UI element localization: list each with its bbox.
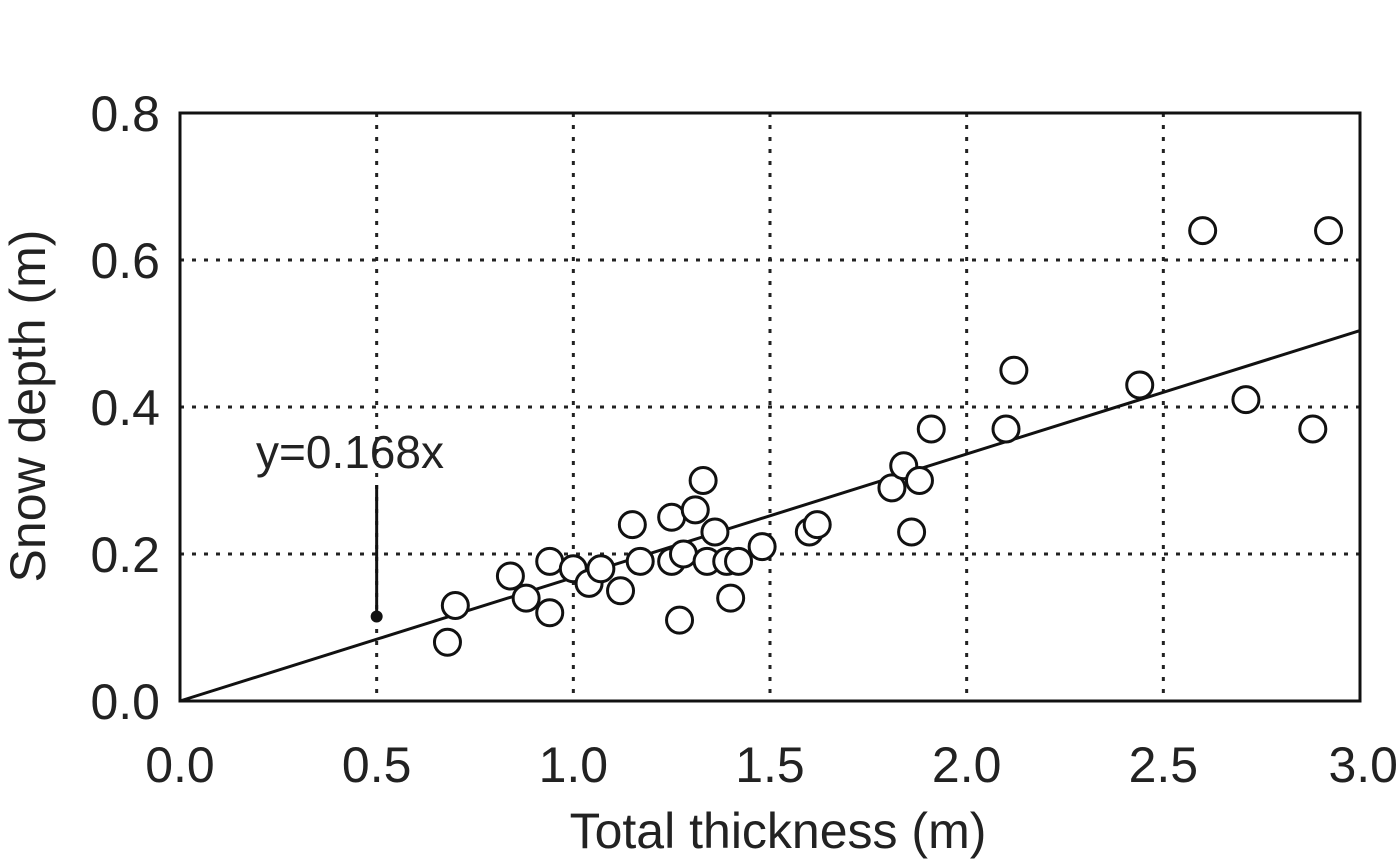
data-point [1314,216,1344,246]
data-point [877,473,907,503]
y-tick-label: 0.4 [90,380,160,436]
data-point [904,466,934,495]
data-point [668,539,698,569]
data-point [1125,370,1155,400]
data-point [440,590,470,620]
data-point [1188,216,1218,246]
x-tick-labels: 0.0 0.5 1.0 1.5 2.0 2.5 3.0 [145,737,1398,793]
data-point [535,598,565,628]
data-point [680,495,710,525]
grid-lines [180,113,1360,701]
data-point [688,466,718,495]
data-points [432,216,1344,657]
y-tick-label: 0.2 [90,527,160,583]
x-tick-label: 2.0 [932,737,1002,793]
data-point [991,414,1021,444]
data-point [1298,414,1328,444]
data-point [606,576,636,606]
fit-annotation: y=0.168x [256,426,444,623]
data-point [511,583,541,613]
x-tick-label: 3.0 [1328,737,1398,793]
y-axis-title: Snow depth (m) [0,230,56,583]
data-point [700,517,730,547]
data-point [999,355,1029,385]
data-point [432,627,462,657]
x-tick-label: 0.0 [145,737,215,793]
data-point [665,605,695,635]
data-point [535,546,565,576]
y-tick-label: 0.6 [90,233,160,289]
data-point [897,517,927,547]
data-point [617,510,647,540]
y-tick-labels: 0.0 0.2 0.4 0.6 0.8 [90,86,160,730]
data-point [586,554,616,584]
annotation-pointer-dot [370,610,383,623]
data-point [1231,385,1261,415]
data-point [657,502,687,532]
x-tick-label: 1.5 [735,737,805,793]
plot-frame [178,111,1362,703]
fit-equation-label: y=0.168x [256,426,444,478]
x-tick-label: 2.5 [1129,737,1199,793]
x-axis-title: Total thickness (m) [570,803,987,859]
fit-line [179,329,1361,703]
x-tick-label: 0.5 [342,737,412,793]
y-tick-label: 0.8 [90,86,160,142]
data-point [495,561,525,591]
y-tick-label: 0.0 [90,674,160,730]
data-point [724,546,754,576]
x-tick-label: 1.0 [539,737,609,793]
data-point [716,583,746,613]
data-point [625,546,655,576]
data-point [916,414,946,444]
data-point [747,532,777,562]
data-point [802,510,832,540]
